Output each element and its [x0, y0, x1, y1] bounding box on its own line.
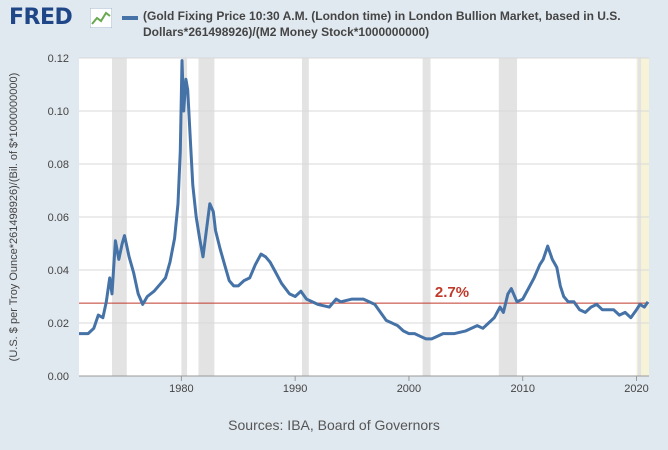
chart-header: FRED (Gold Fixing Price 10:30 A.M. (Lond…: [0, 0, 668, 50]
fred-logo-graph-icon: [90, 8, 112, 28]
legend-swatch: [122, 16, 138, 20]
legend-label: (Gold Fixing Price 10:30 A.M. (London ti…: [143, 9, 621, 39]
series-line: [79, 59, 650, 341]
y-tick-label: 0.10: [48, 106, 69, 118]
y-tick-label: 0.12: [48, 53, 69, 65]
x-tick-label: 2020: [624, 383, 648, 395]
x-tick-label: 1980: [169, 383, 193, 395]
x-tick-label: 2010: [510, 383, 534, 395]
fred-logo[interactable]: FRED: [9, 5, 73, 30]
y-tick-label: 0.02: [48, 318, 69, 330]
x-tick-label: 2000: [397, 383, 421, 395]
y-tick-label: 0.08: [48, 159, 69, 171]
x-tick-label: 1990: [283, 383, 307, 395]
reference-line-label: 2.7%: [435, 284, 469, 301]
sources-note: Sources: IBA, Board of Governors: [228, 417, 440, 433]
y-tick-label: 0.06: [48, 212, 69, 224]
y-tick-label: 0.00: [48, 371, 69, 383]
y-tick-label: 0.04: [48, 265, 69, 277]
